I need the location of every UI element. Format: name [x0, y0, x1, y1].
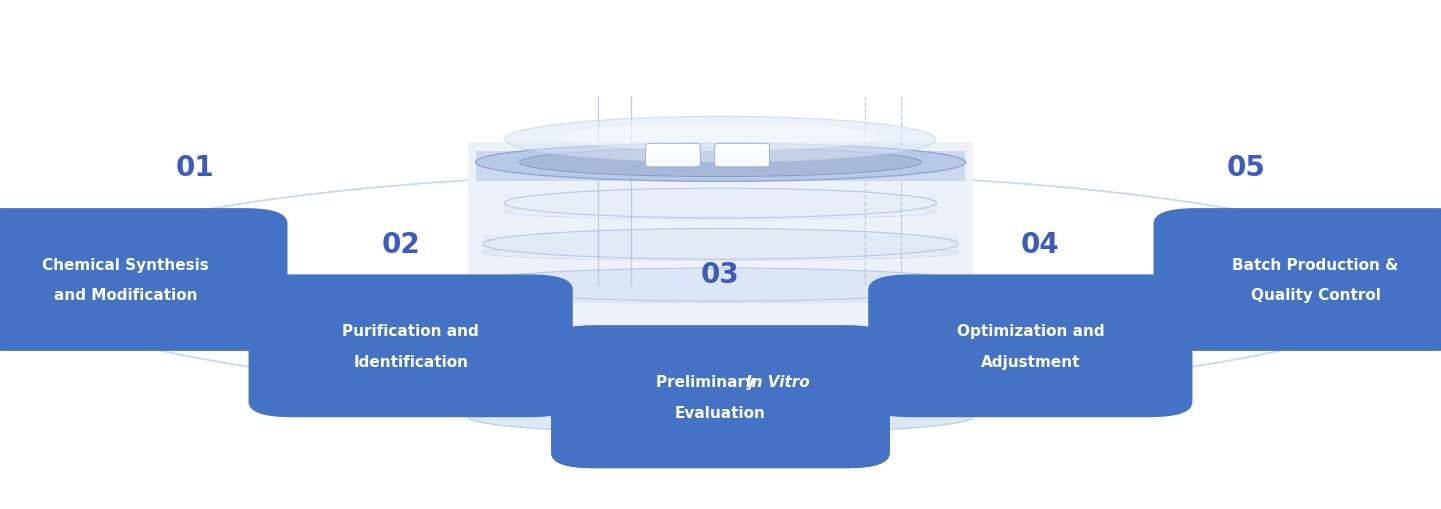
Text: 01: 01 — [176, 154, 213, 182]
Ellipse shape — [461, 269, 980, 301]
Ellipse shape — [561, 123, 879, 151]
Bar — [504, 195, 937, 212]
FancyBboxPatch shape — [550, 326, 889, 468]
Ellipse shape — [461, 287, 980, 303]
Text: Chemical Synthesis: Chemical Synthesis — [42, 257, 209, 272]
Ellipse shape — [504, 117, 937, 163]
Text: Purification and: Purification and — [343, 323, 478, 338]
Ellipse shape — [504, 205, 937, 220]
Ellipse shape — [274, 341, 1167, 412]
Text: and Modification: and Modification — [53, 288, 197, 303]
Text: Batch Production &: Batch Production & — [1232, 257, 1399, 272]
Text: Preliminary: Preliminary — [656, 374, 785, 389]
FancyBboxPatch shape — [248, 275, 572, 417]
Bar — [468, 143, 973, 417]
Text: 04: 04 — [1022, 231, 1059, 258]
FancyBboxPatch shape — [1153, 209, 1441, 351]
Ellipse shape — [468, 401, 973, 434]
Text: 02: 02 — [382, 231, 419, 258]
Text: Optimization and: Optimization and — [957, 323, 1104, 338]
Ellipse shape — [504, 189, 937, 218]
Bar — [461, 275, 980, 295]
Text: Evaluation: Evaluation — [674, 405, 767, 420]
Bar — [483, 235, 958, 253]
Ellipse shape — [520, 149, 921, 177]
FancyBboxPatch shape — [715, 144, 769, 167]
Text: In Vitro: In Vitro — [744, 373, 807, 388]
Text: 03: 03 — [702, 261, 739, 289]
Text: Preliminary In Vitro: Preliminary In Vitro — [633, 373, 800, 388]
Ellipse shape — [483, 246, 958, 261]
Text: In Vitro: In Vitro — [746, 374, 810, 389]
FancyBboxPatch shape — [550, 326, 889, 468]
Text: Quality Control: Quality Control — [1251, 288, 1380, 303]
Text: 05: 05 — [1228, 154, 1265, 182]
Text: In Vitro: In Vitro — [744, 373, 807, 388]
Ellipse shape — [476, 144, 965, 182]
Ellipse shape — [483, 229, 958, 260]
FancyBboxPatch shape — [646, 144, 700, 167]
Bar — [476, 151, 965, 182]
FancyBboxPatch shape — [0, 209, 288, 351]
Text: Adjustment: Adjustment — [980, 354, 1081, 369]
Text: Evaluation: Evaluation — [674, 406, 767, 421]
FancyBboxPatch shape — [867, 275, 1192, 417]
Text: Identification: Identification — [353, 354, 468, 369]
